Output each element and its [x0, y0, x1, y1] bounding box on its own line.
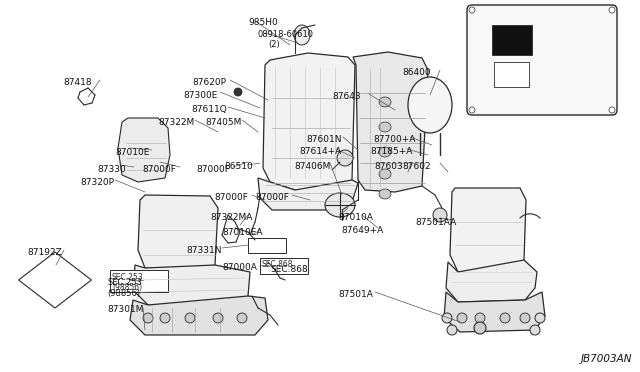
Polygon shape: [118, 118, 170, 182]
Text: SEC.868: SEC.868: [270, 265, 308, 274]
Ellipse shape: [433, 208, 447, 222]
Text: 87010EA: 87010EA: [222, 228, 262, 237]
Ellipse shape: [379, 97, 391, 107]
Text: 87322M: 87322M: [158, 118, 195, 127]
Text: 985H0: 985H0: [248, 18, 278, 27]
Text: 08918-60610: 08918-60610: [258, 30, 314, 39]
Text: 87601N: 87601N: [306, 135, 342, 144]
Bar: [260, 258, 308, 274]
Text: 87322MA: 87322MA: [210, 213, 252, 222]
Ellipse shape: [379, 169, 391, 179]
Text: 87000F: 87000F: [214, 193, 248, 202]
Ellipse shape: [325, 193, 355, 217]
Text: 86510: 86510: [224, 162, 253, 171]
Text: 87614+A: 87614+A: [299, 147, 341, 156]
Text: 87602: 87602: [402, 162, 431, 171]
Text: 87000F: 87000F: [142, 165, 176, 174]
Polygon shape: [130, 296, 268, 335]
Ellipse shape: [500, 313, 510, 323]
Bar: [492, 25, 532, 55]
Ellipse shape: [469, 7, 475, 13]
Ellipse shape: [160, 313, 170, 323]
Ellipse shape: [609, 7, 615, 13]
Text: 87330: 87330: [97, 165, 125, 174]
Text: 87406M: 87406M: [294, 162, 330, 171]
Text: 87010E: 87010E: [115, 148, 149, 157]
Text: 87501A: 87501A: [338, 290, 373, 299]
Text: 87649+A: 87649+A: [341, 226, 383, 235]
Polygon shape: [446, 260, 537, 302]
Text: 87331N: 87331N: [186, 246, 221, 255]
Bar: [110, 270, 168, 292]
Ellipse shape: [442, 313, 452, 323]
Text: 87010A: 87010A: [338, 213, 373, 222]
Text: 86400: 86400: [402, 68, 431, 77]
Text: (98856): (98856): [107, 289, 140, 298]
Text: 87418: 87418: [63, 78, 92, 87]
Polygon shape: [450, 188, 526, 272]
Text: 87320P: 87320P: [80, 178, 114, 187]
Polygon shape: [138, 195, 218, 272]
Ellipse shape: [609, 107, 615, 113]
Ellipse shape: [379, 189, 391, 199]
Ellipse shape: [408, 77, 452, 133]
Text: SEC.868: SEC.868: [262, 260, 294, 269]
Text: JB7003AN: JB7003AN: [580, 354, 632, 364]
Ellipse shape: [474, 322, 486, 334]
Ellipse shape: [535, 313, 545, 323]
Ellipse shape: [447, 325, 457, 335]
Text: 87000A: 87000A: [222, 263, 257, 272]
Ellipse shape: [379, 122, 391, 132]
Ellipse shape: [520, 313, 530, 323]
Ellipse shape: [530, 325, 540, 335]
Ellipse shape: [185, 313, 195, 323]
Ellipse shape: [469, 107, 475, 113]
Text: 87301M: 87301M: [107, 305, 143, 314]
Text: 87192Z: 87192Z: [27, 248, 61, 257]
Text: SEC.253
(98856): SEC.253 (98856): [112, 273, 143, 292]
Polygon shape: [19, 252, 92, 308]
Ellipse shape: [337, 150, 353, 166]
Polygon shape: [444, 292, 545, 332]
Polygon shape: [133, 265, 250, 308]
Polygon shape: [263, 53, 355, 190]
Text: 87000F: 87000F: [196, 165, 230, 174]
Text: 87185+A: 87185+A: [370, 147, 412, 156]
Ellipse shape: [457, 313, 467, 323]
Text: 87501AA: 87501AA: [415, 218, 456, 227]
Text: 87611Q: 87611Q: [191, 105, 227, 114]
Ellipse shape: [379, 147, 391, 157]
Text: 87000F: 87000F: [255, 193, 289, 202]
Ellipse shape: [237, 313, 247, 323]
Polygon shape: [353, 52, 428, 192]
Ellipse shape: [294, 25, 310, 45]
Text: 87603: 87603: [374, 162, 403, 171]
Text: 87700+A: 87700+A: [373, 135, 415, 144]
Text: 87643: 87643: [332, 92, 360, 101]
Ellipse shape: [475, 313, 485, 323]
Ellipse shape: [143, 313, 153, 323]
Text: 87405M: 87405M: [205, 118, 241, 127]
Text: (2): (2): [268, 40, 280, 49]
Text: 87620P: 87620P: [192, 78, 226, 87]
Polygon shape: [258, 178, 358, 210]
Text: SEC.253: SEC.253: [107, 278, 142, 287]
Bar: [248, 238, 286, 253]
Text: 87300E: 87300E: [183, 91, 218, 100]
Ellipse shape: [234, 88, 242, 96]
Bar: [494, 62, 529, 87]
FancyBboxPatch shape: [467, 5, 617, 115]
Ellipse shape: [213, 313, 223, 323]
